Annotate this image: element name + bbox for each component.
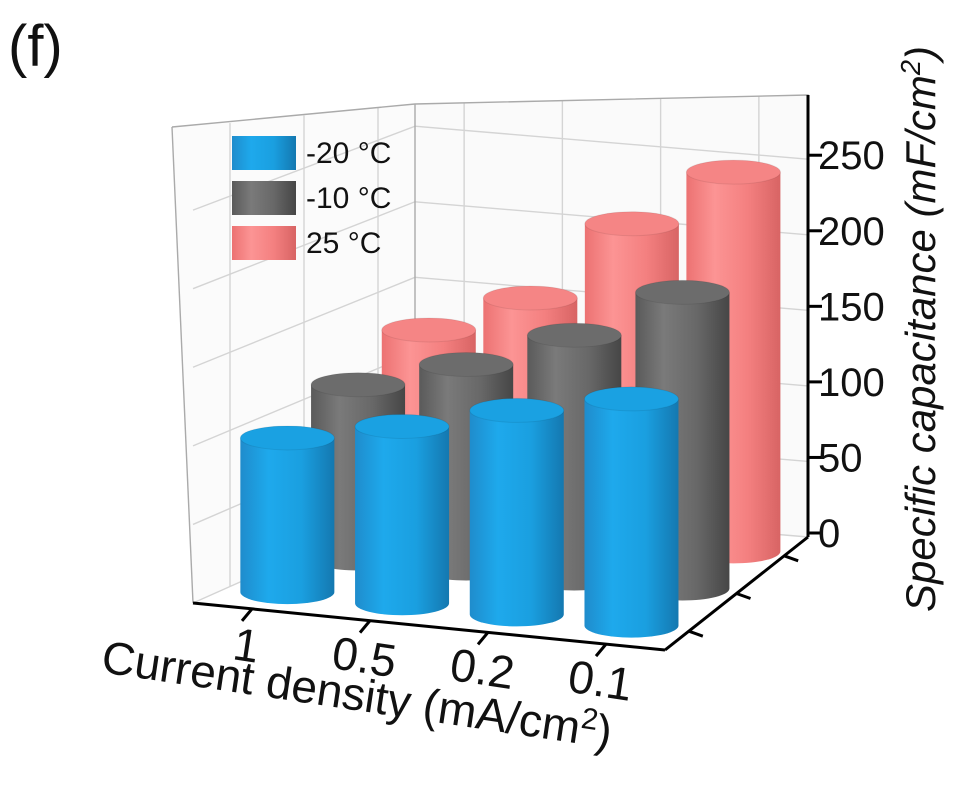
y-tick-label: 250: [818, 134, 885, 178]
y-axis-title: Specific capacitance (mF/cm2): [895, 46, 945, 612]
x-tick-label: 0.1: [565, 650, 636, 711]
bar-top: [583, 386, 679, 412]
x-tick-label-group: 0.5: [329, 626, 400, 687]
y-tick-label: 0: [818, 512, 840, 556]
y-axis-label: Specific capacitance (mF/cm2): [895, 46, 945, 612]
bar-top: [239, 425, 335, 451]
legend-swatch: [232, 226, 296, 260]
bar-top: [685, 159, 781, 185]
y-tick-label: 50: [818, 436, 863, 480]
bar-top: [482, 285, 578, 311]
bar-cylinder: [469, 397, 565, 627]
legend-swatch: [232, 181, 296, 215]
legend-label: 25 °C: [306, 227, 381, 260]
depth-tick: [783, 554, 799, 563]
x-tick-label-group: 0.2: [447, 638, 518, 699]
y-tick-label: 200: [818, 210, 885, 254]
back-wall-gridline: [414, 125, 809, 160]
depth-tick: [735, 592, 752, 600]
x-tick: [476, 631, 490, 646]
bar-cylinder: [583, 386, 679, 638]
panel-label: (f): [8, 14, 63, 79]
bar-body: [355, 426, 450, 616]
bar-group: [239, 159, 781, 638]
x-tick-label: 0.2: [447, 638, 518, 699]
x-tick-label-group: 0.1: [565, 650, 636, 711]
y-tick-label: 100: [818, 361, 885, 405]
x-tick: [358, 619, 372, 634]
y-tick-label: 150: [818, 285, 885, 329]
legend-label: -20 °C: [306, 137, 391, 170]
x-tick-label: 0.5: [329, 626, 400, 687]
x-tick: [594, 643, 608, 658]
bar-body: [240, 437, 335, 605]
legend-swatch: [232, 136, 296, 170]
x-axis-line: [192, 601, 666, 652]
bar-top: [526, 322, 622, 348]
bar-cylinder: [354, 413, 450, 616]
legend-label: -10 °C: [306, 182, 391, 215]
x-tick: [240, 607, 254, 622]
bar-top: [354, 413, 450, 439]
bar-cylinder: [239, 425, 335, 605]
legend: -20 °C -10 °C 25 °C: [232, 136, 391, 260]
depth-tick: [688, 629, 704, 638]
bar-top: [418, 352, 514, 377]
y-axis-ticks: 0 50 100 150 200 250: [808, 134, 885, 556]
bar-top: [310, 372, 406, 398]
left-wall-edge: [171, 126, 194, 604]
bar-body: [469, 410, 564, 627]
bar-body: [584, 398, 679, 638]
bar-top: [584, 211, 680, 237]
bar-top: [381, 317, 477, 343]
bar-top: [469, 397, 565, 423]
x-axis-ticks: 1 0.5 0.2 0.1: [230, 607, 636, 711]
bar-top: [634, 279, 730, 305]
